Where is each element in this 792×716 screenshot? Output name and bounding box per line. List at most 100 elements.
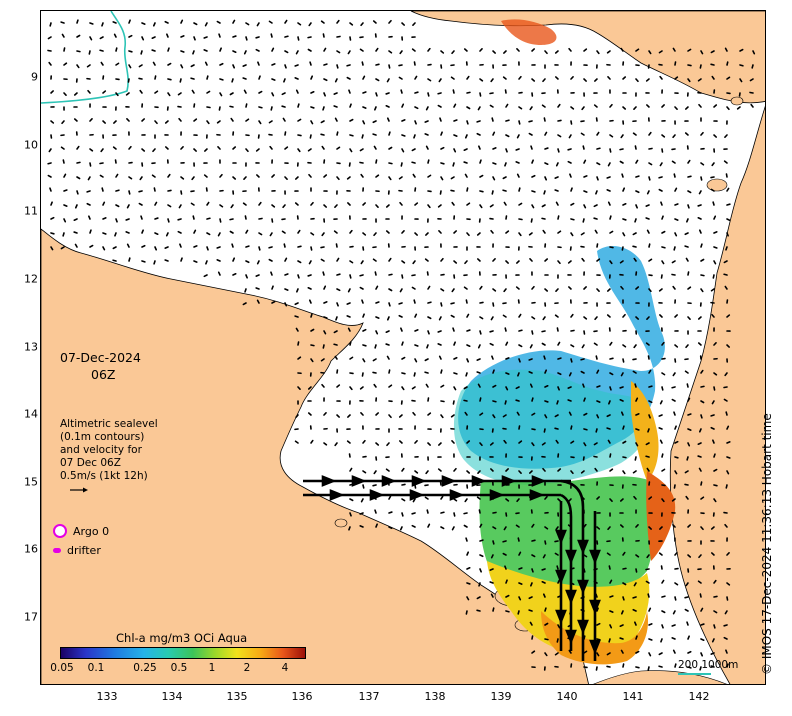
velocity-vector <box>374 106 377 111</box>
velocity-vector <box>385 204 390 208</box>
velocity-vector <box>411 512 416 515</box>
velocity-vector <box>398 314 403 318</box>
velocity-vector <box>569 537 572 542</box>
velocity-vector <box>243 89 247 94</box>
velocity-vector <box>528 371 533 374</box>
velocity-vector <box>619 637 624 640</box>
velocity-vector <box>466 582 471 585</box>
velocity-vector <box>427 285 431 290</box>
velocity-vector <box>283 78 286 83</box>
velocity-vector <box>310 313 313 318</box>
velocity-vector <box>336 257 340 262</box>
velocity-vector <box>282 204 286 209</box>
velocity-vector <box>453 372 458 375</box>
velocity-vector <box>645 568 650 571</box>
velocity-vector <box>531 568 534 573</box>
velocity-vector <box>374 271 377 276</box>
velocity-vector <box>505 341 509 346</box>
velocity-vector <box>450 176 455 180</box>
velocity-vector <box>648 243 651 248</box>
velocity-vector <box>284 302 288 307</box>
velocity-vector <box>204 22 208 27</box>
velocity-vector <box>359 386 364 390</box>
velocity-vector <box>205 260 208 265</box>
velocity-vector <box>411 386 416 390</box>
velocity-vector <box>710 63 715 66</box>
velocity-vector <box>528 496 533 500</box>
velocity-vector <box>596 414 600 419</box>
velocity-vector <box>725 649 728 654</box>
velocity-vector <box>659 314 663 318</box>
drifter-icon <box>53 548 61 553</box>
velocity-vector <box>518 358 521 363</box>
velocity-vector <box>346 76 351 80</box>
velocity-vector <box>216 120 221 124</box>
velocity-vector <box>674 551 678 556</box>
velocity-vector <box>401 386 405 391</box>
land-bottom <box>593 670 727 684</box>
velocity-vector <box>724 47 728 52</box>
velocity-vector <box>658 652 663 656</box>
velocity-vector <box>635 175 640 178</box>
velocity-vector <box>451 288 455 293</box>
velocity-vector <box>528 120 533 123</box>
velocity-vector <box>375 204 379 208</box>
velocity-vector <box>349 512 352 517</box>
velocity-vector <box>687 159 691 164</box>
velocity-vector <box>622 596 625 601</box>
velocity-vector <box>333 343 338 346</box>
velocity-vector <box>710 426 715 430</box>
velocity-vector <box>477 258 481 262</box>
velocity-vector <box>684 483 689 486</box>
velocity-vector <box>700 176 703 181</box>
y-tick-13: 13 <box>24 340 38 354</box>
velocity-vector <box>323 316 328 319</box>
velocity-vector <box>216 246 221 249</box>
velocity-vector <box>492 526 497 530</box>
velocity-vector <box>323 442 328 446</box>
velocity-vector <box>505 230 510 234</box>
velocity-vector <box>400 327 403 332</box>
velocity-vector <box>505 610 510 613</box>
velocity-vector <box>271 92 275 97</box>
velocity-vector <box>336 302 339 307</box>
velocity-vector <box>126 243 130 248</box>
velocity-vector <box>401 148 405 153</box>
velocity-vector <box>489 104 494 108</box>
velocity-vector <box>310 328 315 332</box>
velocity-vector <box>490 554 494 559</box>
velocity-vector <box>152 61 156 66</box>
velocity-vector <box>504 400 507 405</box>
velocity-vector <box>687 64 692 67</box>
argo-label: Argo 0 <box>73 524 110 538</box>
velocity-vector <box>398 414 403 418</box>
velocity-vector <box>414 313 418 318</box>
velocity-vector <box>726 106 730 111</box>
velocity-vector <box>620 47 624 52</box>
velocity-vector <box>658 50 663 54</box>
velocity-vector <box>671 498 676 502</box>
velocity-vector <box>297 341 300 346</box>
velocity-vector <box>437 104 442 108</box>
velocity-vector <box>711 162 715 167</box>
velocity-vector <box>700 50 704 55</box>
velocity-vector <box>439 117 442 122</box>
velocity-vector <box>739 48 744 52</box>
velocity-vector <box>138 190 143 193</box>
velocity-vector <box>711 75 715 80</box>
velocity-vector <box>502 314 507 318</box>
velocity-vector <box>557 372 562 376</box>
velocity-vector <box>479 397 482 402</box>
velocity-vector <box>557 579 561 584</box>
velocity-vector <box>684 596 689 599</box>
velocity-vector <box>320 120 325 124</box>
velocity-vector <box>230 117 234 122</box>
velocity-vector <box>453 512 456 517</box>
velocity-vector <box>346 176 351 180</box>
velocity-vector <box>336 288 341 292</box>
velocity-vector <box>723 386 728 389</box>
velocity-vector <box>660 638 663 643</box>
velocity-vector <box>375 92 378 97</box>
velocity-vector <box>570 232 574 237</box>
velocity-vector <box>362 202 366 206</box>
